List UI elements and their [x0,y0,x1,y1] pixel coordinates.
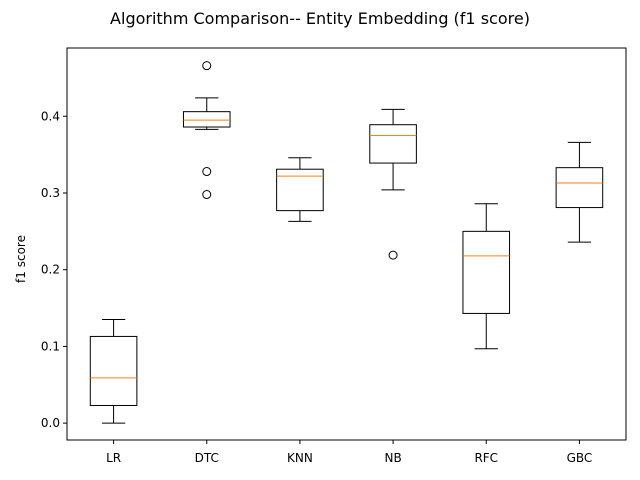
chart-title: Algorithm Comparison-- Entity Embedding … [110,9,530,28]
y-tick-label: 0.0 [41,416,60,430]
y-tick-label: 0.2 [41,263,60,277]
outlier-nb [388,250,398,260]
box-knn [276,168,324,212]
x-tick-label-gbc: GBC [567,451,593,465]
box-lr [89,335,138,406]
x-tick-label-knn: KNN [287,451,313,465]
y-tick-label: 0.1 [41,339,60,353]
outlier-dtc [202,190,212,200]
box-nb [369,124,417,164]
box-dtc [182,111,231,128]
plot-frame [66,47,627,441]
outlier-dtc [202,167,212,177]
x-tick-label-rfc: RFC [474,451,498,465]
outlier-dtc [202,61,212,71]
x-tick-label-dtc: DTC [195,451,219,465]
y-axis-label: f1 score [14,235,28,283]
x-tick-label-nb: NB [384,451,401,465]
y-tick-label: 0.3 [41,186,60,200]
box-gbc [555,167,604,209]
box-rfc [462,230,511,314]
x-tick-label-lr: LR [106,451,121,465]
y-tick-label: 0.4 [41,109,60,123]
plot-area: 0.0 0.1 0.2 0.3 0.4 LR DTC KNN NB RFC GBC [41,61,604,465]
